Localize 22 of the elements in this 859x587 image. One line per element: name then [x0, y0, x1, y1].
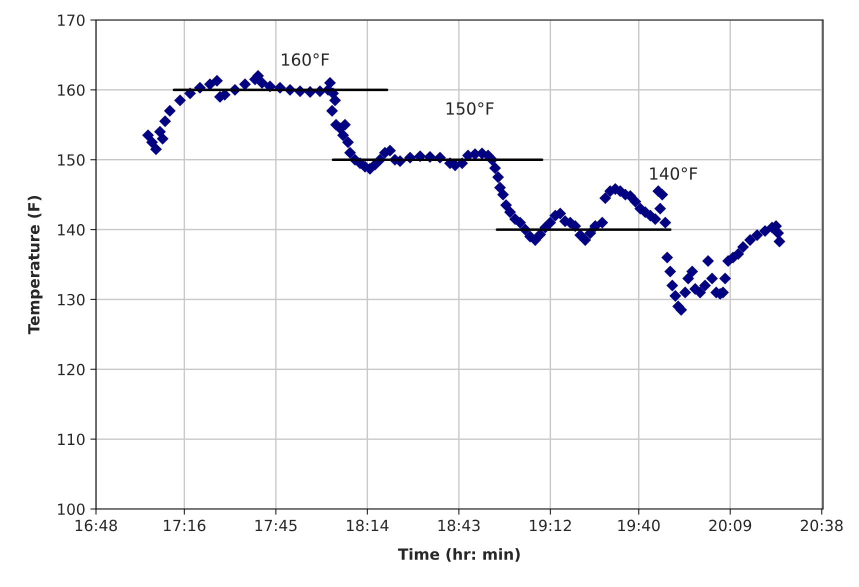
y-tick-label: 160 — [58, 84, 85, 96]
x-tick-label: 19:12 — [530, 520, 571, 532]
x-tick-label: 20:38 — [800, 520, 843, 532]
annotation: 150°F — [446, 102, 494, 115]
y-tick-label: 130 — [58, 294, 85, 306]
y-tick-label: 170 — [58, 14, 85, 26]
x-tick-label: 17:16 — [164, 520, 206, 532]
y-tick-label: 150 — [58, 154, 85, 166]
x-tick-label: 19:40 — [618, 520, 660, 532]
x-axis-title: Time (hr: min) — [398, 548, 520, 562]
x-tick-label: 17:45 — [256, 520, 297, 532]
x-tick-label: 16:48 — [76, 520, 117, 532]
y-tick-label: 110 — [58, 434, 85, 446]
x-tick-label: 18:14 — [347, 520, 389, 532]
x-tick-label: 18:43 — [438, 520, 480, 532]
x-tick-label: 20:09 — [709, 520, 752, 532]
y-tick-label: 100 — [58, 503, 85, 516]
y-tick-label: 120 — [58, 364, 85, 376]
y-tick-label: 140 — [58, 224, 85, 236]
annotation: 140°F — [650, 167, 698, 180]
y-axis-title: Temperature (F) — [28, 196, 43, 334]
annotation: 160°F — [282, 53, 329, 66]
